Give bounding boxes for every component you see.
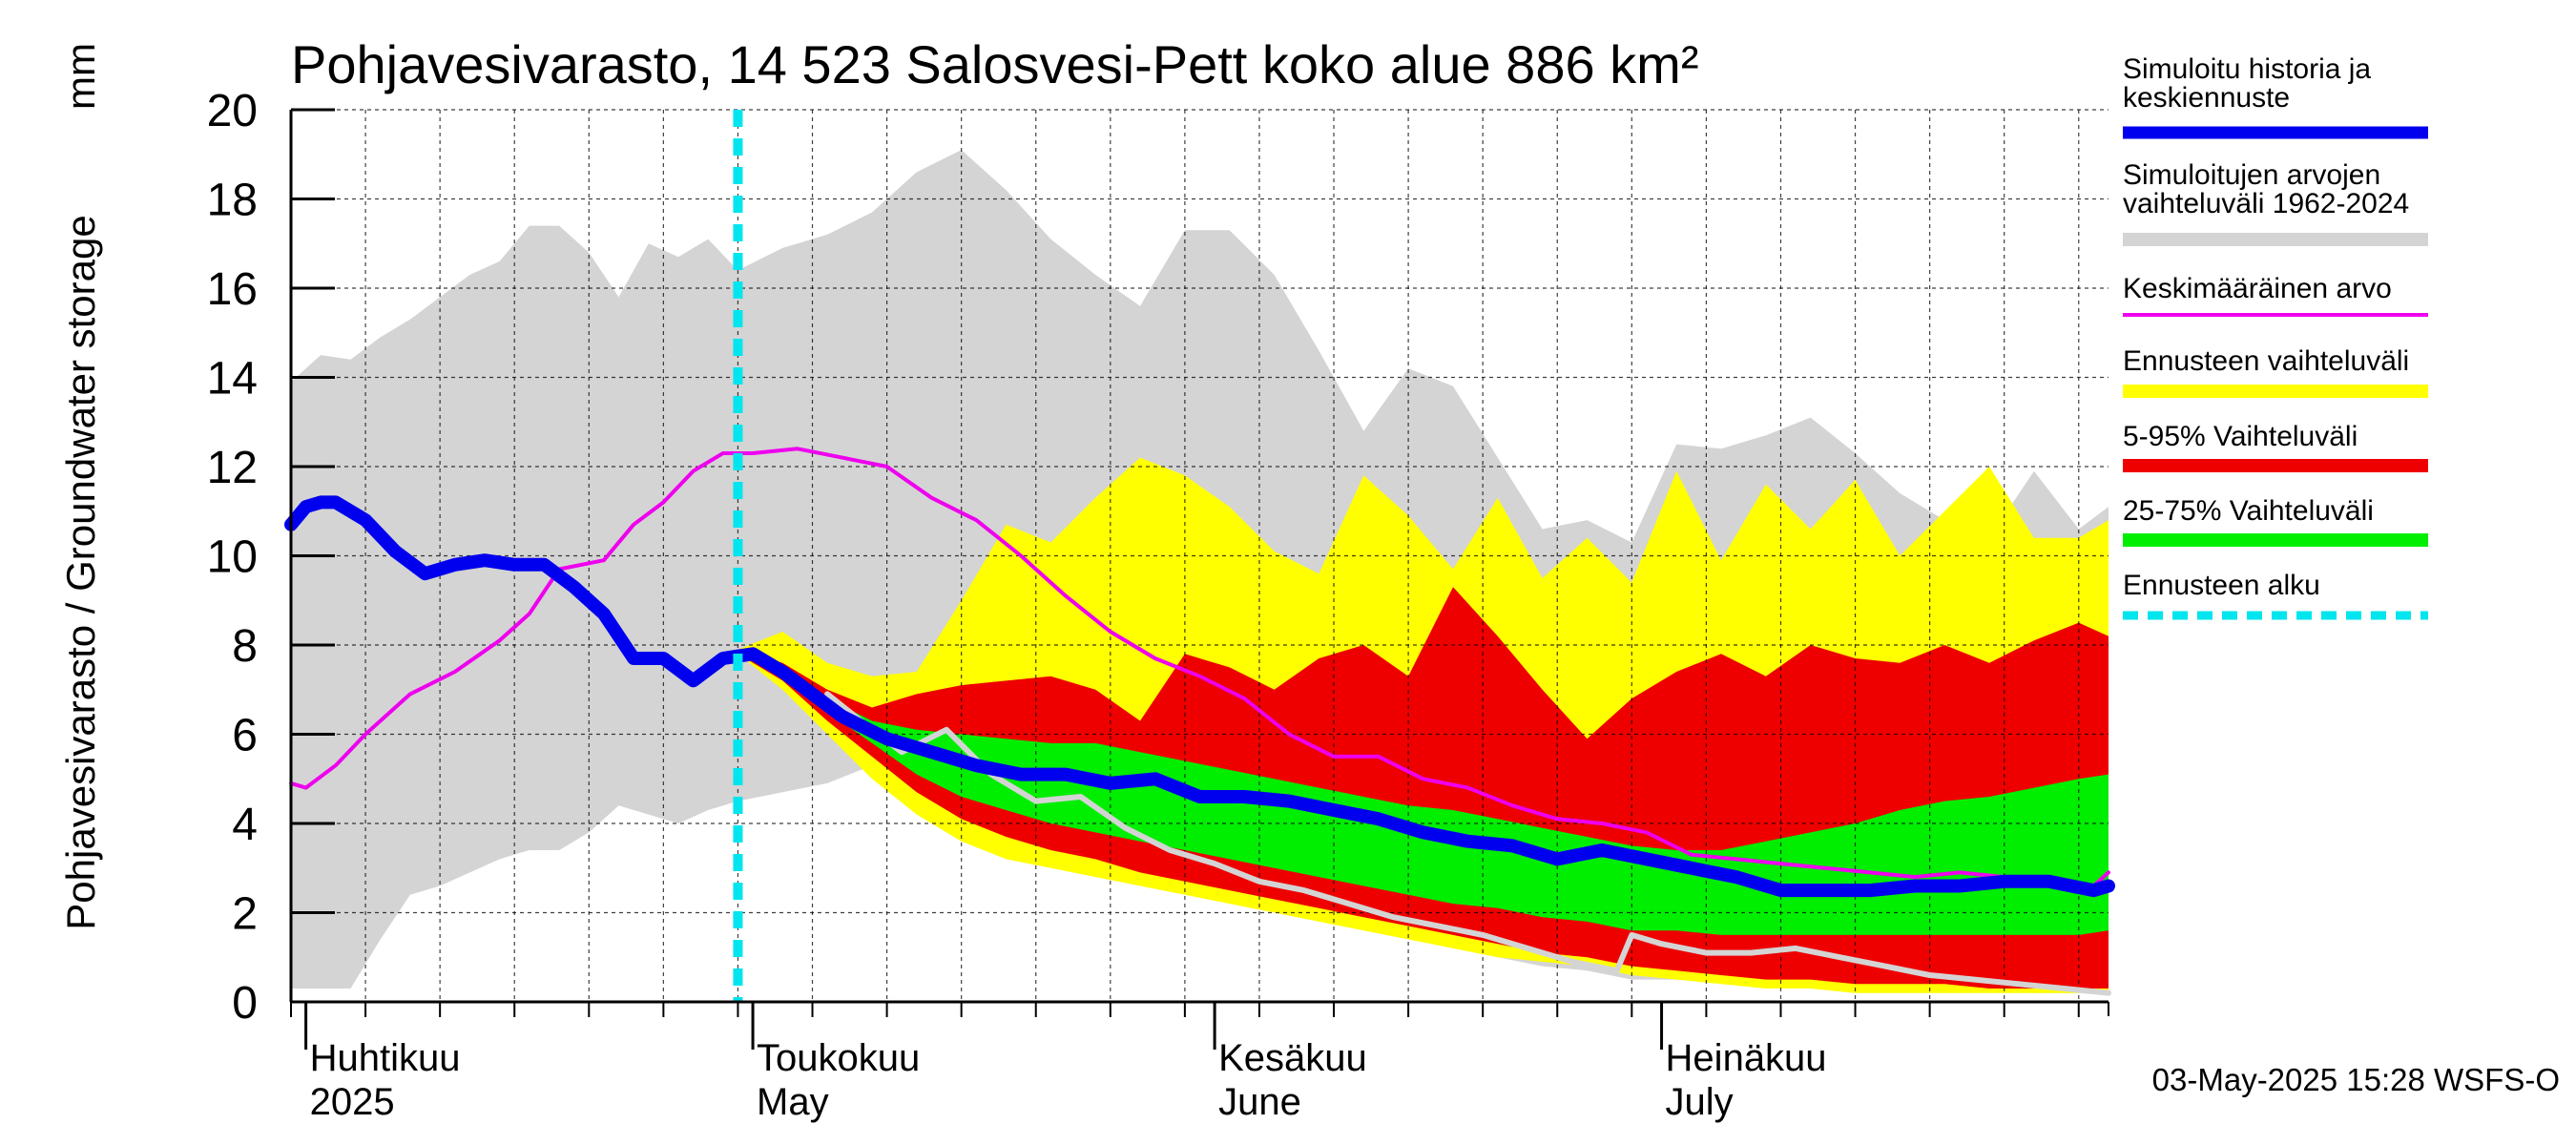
y-tick-label: 16 [207,264,258,315]
legend-label: 5-95% Vaihteluväli [2123,421,2358,452]
y-tick-label: 6 [232,711,258,761]
x-month-sublabel: 2025 [310,1081,395,1123]
mean-forecast-line [284,495,2115,898]
y-tick-label: 12 [207,443,258,493]
y-tick-label: 20 [207,86,258,136]
timestamp: 03-May-2025 15:28 WSFS-O [2152,1062,2560,1097]
average-value-line [289,447,2110,888]
y-axis-label: Pohjavesivarasto / Groundwater storage [58,215,103,929]
y-tick-label: 10 [207,532,258,583]
x-month-sublabel: June [1218,1081,1301,1123]
x-month-sublabel: May [757,1081,829,1123]
y-tick-label: 8 [232,621,258,672]
y-tick-label: 0 [232,978,258,1029]
x-month-label: Kesäkuu [1218,1037,1367,1079]
y-axis-unit: mm [58,43,103,110]
y-tick-label: 2 [232,889,258,940]
legend-label: Ennusteen vaihteluväli [2123,345,2409,377]
x-month-sublabel: July [1666,1081,1734,1123]
x-month-label: Heinäkuu [1666,1037,1827,1079]
series-layer [284,110,2115,1002]
y-tick-label: 14 [207,354,258,405]
legend-label: Simuloitu historia ja keskiennuste [2123,53,2371,114]
band-layer [291,150,2109,993]
legend-label: Simuloitujen arvojen vaihteluväli 1962-20… [2123,159,2409,219]
chart-title: Pohjavesivarasto, 14 523 Salosvesi-Pett … [291,34,1698,94]
legend-label: Ennusteen alku [2123,570,2320,601]
legend-label: 25-75% Vaihteluväli [2123,495,2374,527]
history-trace-line [824,691,2111,996]
x-month-label: Huhtikuu [310,1037,461,1079]
legend: Simuloitu historia ja keskiennuste Simuloi… [2123,53,2428,620]
legend-label: Keskimääräinen arvo [2123,273,2392,304]
x-month-label: Toukokuu [757,1037,920,1079]
y-tick-label: 4 [232,800,258,850]
y-tick-label: 18 [207,176,258,226]
